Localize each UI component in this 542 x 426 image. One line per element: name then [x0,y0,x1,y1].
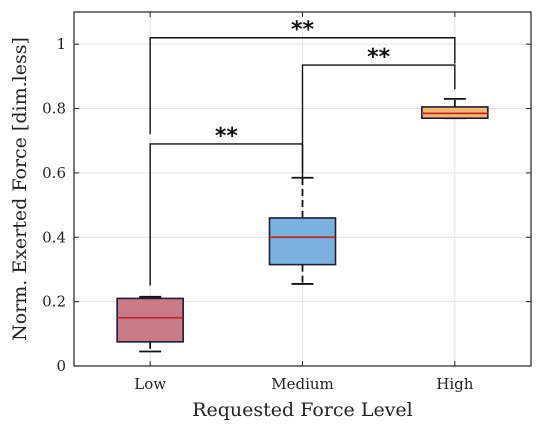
box-high [421,97,489,120]
y-tick-label: 0 [56,357,66,375]
significance-label: ** [291,18,315,43]
box-iqr [268,217,337,266]
y-tick-label: 0.4 [42,228,66,246]
y-axis-label: Norm. Exerted Force [dim.less] [9,37,31,341]
box-low [116,295,184,353]
significance-bracket: ** [149,18,456,135]
x-tick-label: Low [134,375,166,393]
y-tick-label: 1 [56,35,66,53]
bracket-line [301,64,456,173]
significance-label: ** [367,45,391,70]
y-tick-label: 0.2 [42,293,66,311]
y-tick-label: 0.8 [42,100,66,118]
box-iqr [116,297,184,343]
x-axis-label: Requested Force Level [192,399,413,421]
axis-ticks: 0 0.2 0.4 0.6 0.8 1 Low Medium High [42,12,531,393]
y-tick-label: 0.6 [42,164,66,182]
boxes [116,97,489,353]
x-tick-label: Medium [271,375,334,393]
significance-label: ** [215,124,239,149]
significance-bracket: ** [301,45,456,173]
significance-brackets: ** ** ** [149,18,456,286]
x-tick-label: High [436,375,473,393]
bracket-line [149,37,456,135]
box-medium [268,176,337,285]
